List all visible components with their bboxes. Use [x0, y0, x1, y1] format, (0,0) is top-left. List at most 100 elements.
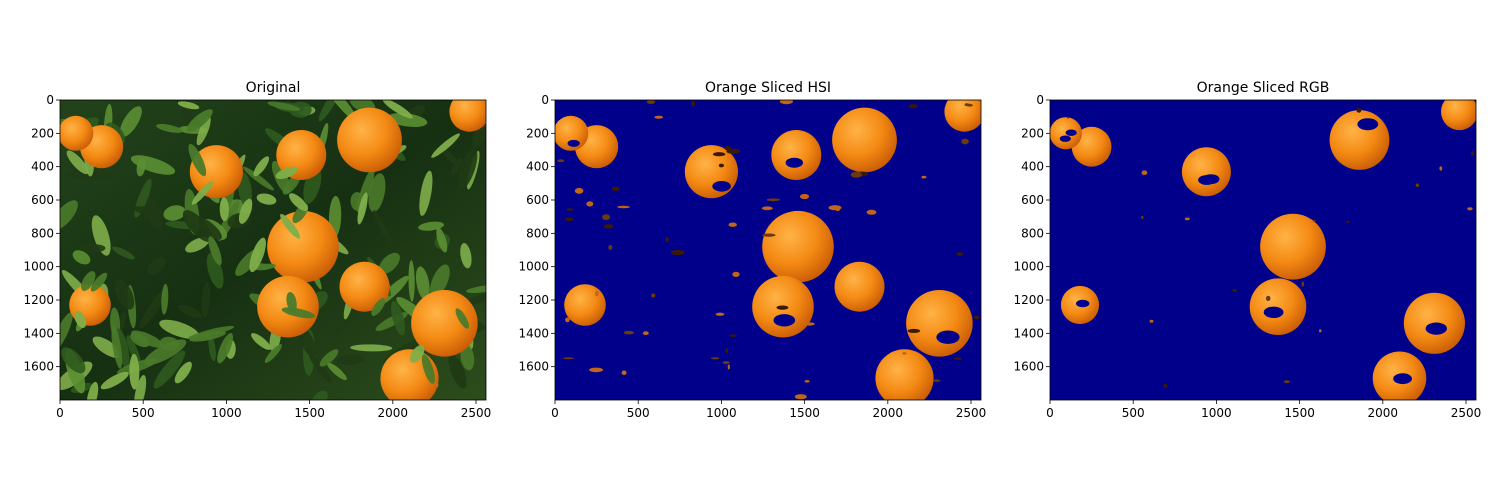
- speckle: [1415, 183, 1420, 187]
- x-tick-label: 0: [56, 406, 64, 420]
- speckle: [1265, 295, 1271, 301]
- speckle: [953, 357, 962, 360]
- leaf: [134, 374, 147, 400]
- leaf: [281, 307, 316, 319]
- y-tick-label: 1200: [518, 293, 549, 307]
- speckle: [799, 193, 810, 200]
- leaf: [251, 333, 271, 350]
- leaf: [357, 192, 368, 225]
- leaf: [336, 354, 365, 366]
- speckle: [866, 209, 877, 215]
- orange-segment: [906, 290, 973, 357]
- panel-image-rgb: [1050, 100, 1476, 400]
- x-tick-label: 2500: [461, 406, 492, 420]
- leaf: [308, 353, 332, 383]
- y-tick-label: 1400: [1013, 326, 1044, 340]
- speckle: [589, 367, 604, 373]
- x-tick-label: 1500: [294, 406, 325, 420]
- speckle: [602, 214, 611, 221]
- leaf: [399, 243, 425, 256]
- leaf: [409, 345, 425, 363]
- orange-segment: [564, 284, 606, 326]
- leaf: [457, 148, 478, 190]
- speckle: [595, 290, 599, 297]
- x-tick-label: 2500: [1451, 406, 1482, 420]
- occluded-region: [1393, 373, 1412, 385]
- leaf: [430, 264, 450, 298]
- leaf: [289, 193, 308, 212]
- leaf: [60, 312, 73, 352]
- speckle: [621, 370, 627, 376]
- leaf: [256, 193, 277, 205]
- leaf: [264, 344, 282, 363]
- occluded-region: [773, 314, 796, 327]
- leaf: [153, 350, 186, 389]
- speckle: [565, 317, 570, 323]
- speckle: [710, 357, 720, 360]
- speckle: [665, 236, 669, 243]
- x-tick-label: 2000: [378, 406, 409, 420]
- y-tick-label: 200: [31, 126, 54, 140]
- leaf: [91, 215, 111, 256]
- orange-fruit: [189, 145, 243, 199]
- leaf: [455, 308, 470, 329]
- y-tick-label: 800: [1021, 226, 1044, 240]
- speckle: [908, 104, 919, 109]
- leaf: [182, 210, 213, 242]
- leaf: [326, 100, 358, 122]
- speckle: [566, 208, 574, 211]
- leaf: [326, 362, 347, 381]
- y-tick-label: 1600: [1013, 360, 1044, 374]
- speckle: [921, 175, 927, 179]
- speckle: [794, 394, 807, 400]
- speckle: [1066, 116, 1069, 119]
- orange-fruit: [411, 290, 478, 357]
- speckle: [804, 322, 815, 326]
- speckle: [850, 171, 862, 178]
- x-tick-label: 1500: [789, 406, 820, 420]
- y-tick-label: 400: [1021, 160, 1044, 174]
- speckle: [973, 315, 980, 320]
- leaf: [460, 344, 475, 371]
- leaf: [189, 330, 226, 342]
- y-tick-label: 1200: [23, 293, 54, 307]
- leaf: [112, 246, 135, 260]
- x-tick-label: 1500: [1284, 406, 1315, 420]
- occluded-region: [1059, 135, 1071, 142]
- speckle: [651, 293, 656, 298]
- speckle: [565, 217, 574, 222]
- orange-fruit: [337, 107, 402, 173]
- leaf: [465, 284, 486, 294]
- speckle: [828, 205, 842, 211]
- leaf: [60, 200, 78, 230]
- panel-title: Orange Sliced HSI: [705, 80, 831, 96]
- panel-rgb: Orange Sliced RGB 0 500 1000 1500 2000 2500 0 20…: [1013, 80, 1481, 420]
- leaf: [90, 272, 108, 292]
- speckle: [617, 205, 630, 209]
- leaf: [408, 260, 415, 302]
- y-tick-label: 1400: [23, 326, 54, 340]
- y-tick-label: 1600: [23, 360, 54, 374]
- y-tick-label: 0: [541, 93, 549, 107]
- leaf: [298, 327, 316, 357]
- leaf: [378, 252, 400, 275]
- leaf: [280, 213, 301, 239]
- orange-segment: [1249, 278, 1307, 336]
- leaf: [66, 150, 89, 175]
- x-tick-label: 2500: [956, 406, 987, 420]
- leaf: [72, 250, 91, 265]
- speckle: [779, 100, 793, 105]
- leaf: [196, 116, 211, 146]
- speckle: [646, 100, 656, 104]
- orange-segment: [834, 261, 885, 312]
- occluded-region: [1076, 299, 1090, 308]
- leaf: [159, 319, 200, 339]
- orange-fruit: [449, 100, 486, 132]
- speckle: [725, 348, 729, 354]
- y-tick-label: 400: [31, 160, 54, 174]
- axes-frame: [59, 99, 487, 401]
- leaf: [431, 133, 460, 158]
- speckle: [804, 380, 810, 383]
- speckle: [1313, 219, 1316, 222]
- leaf: [442, 149, 459, 165]
